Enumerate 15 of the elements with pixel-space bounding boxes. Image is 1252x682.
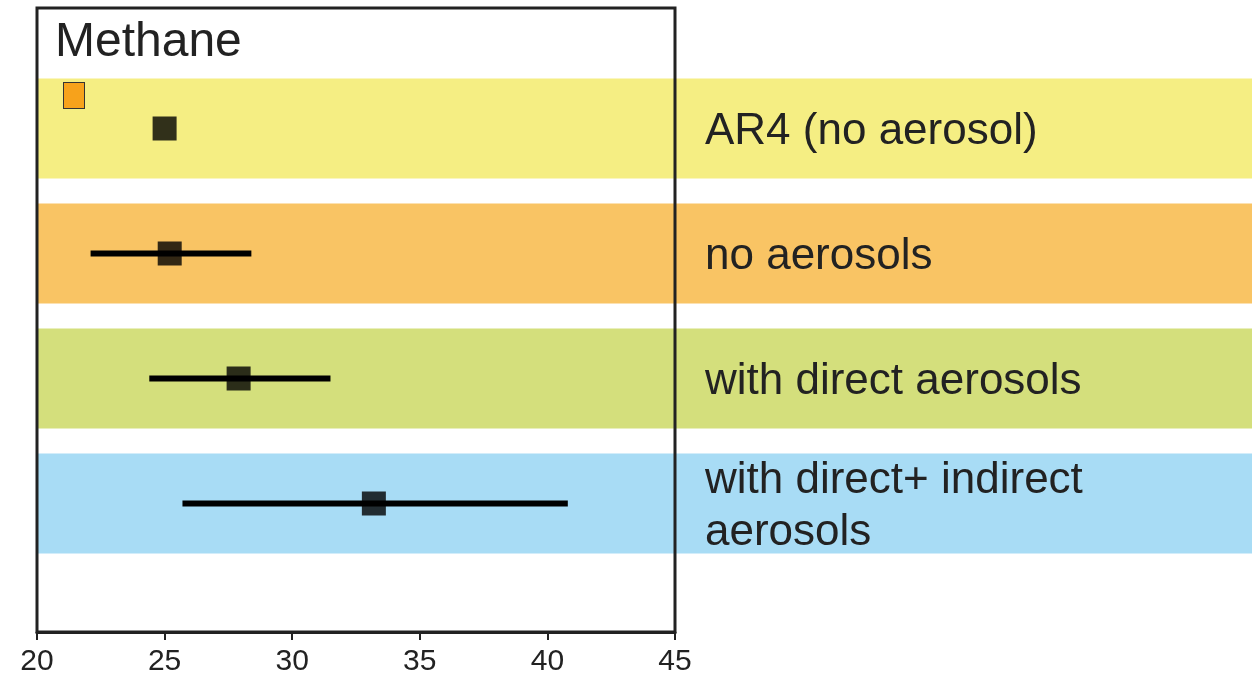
chart-title: Methane bbox=[55, 12, 242, 66]
x-tick-label: 25 bbox=[147, 642, 182, 676]
y-tick-label: AR4 (no aerosol) bbox=[705, 104, 1038, 153]
x-tick-label: 35 bbox=[403, 642, 437, 676]
x-tick-label: 30 bbox=[275, 642, 309, 676]
point bbox=[152, 116, 177, 141]
y-tick-label: with direct+ indirect aerosols bbox=[704, 453, 1096, 554]
y-tick-label: with direct aerosols bbox=[704, 354, 1082, 403]
y-tick-label: no aerosols bbox=[705, 229, 933, 278]
point bbox=[361, 491, 386, 516]
point bbox=[157, 241, 182, 266]
x-tick-label: 40 bbox=[530, 642, 565, 676]
x-tick-label: 45 bbox=[658, 642, 692, 676]
point bbox=[226, 366, 251, 391]
x-tick-label: 20 bbox=[20, 642, 54, 676]
